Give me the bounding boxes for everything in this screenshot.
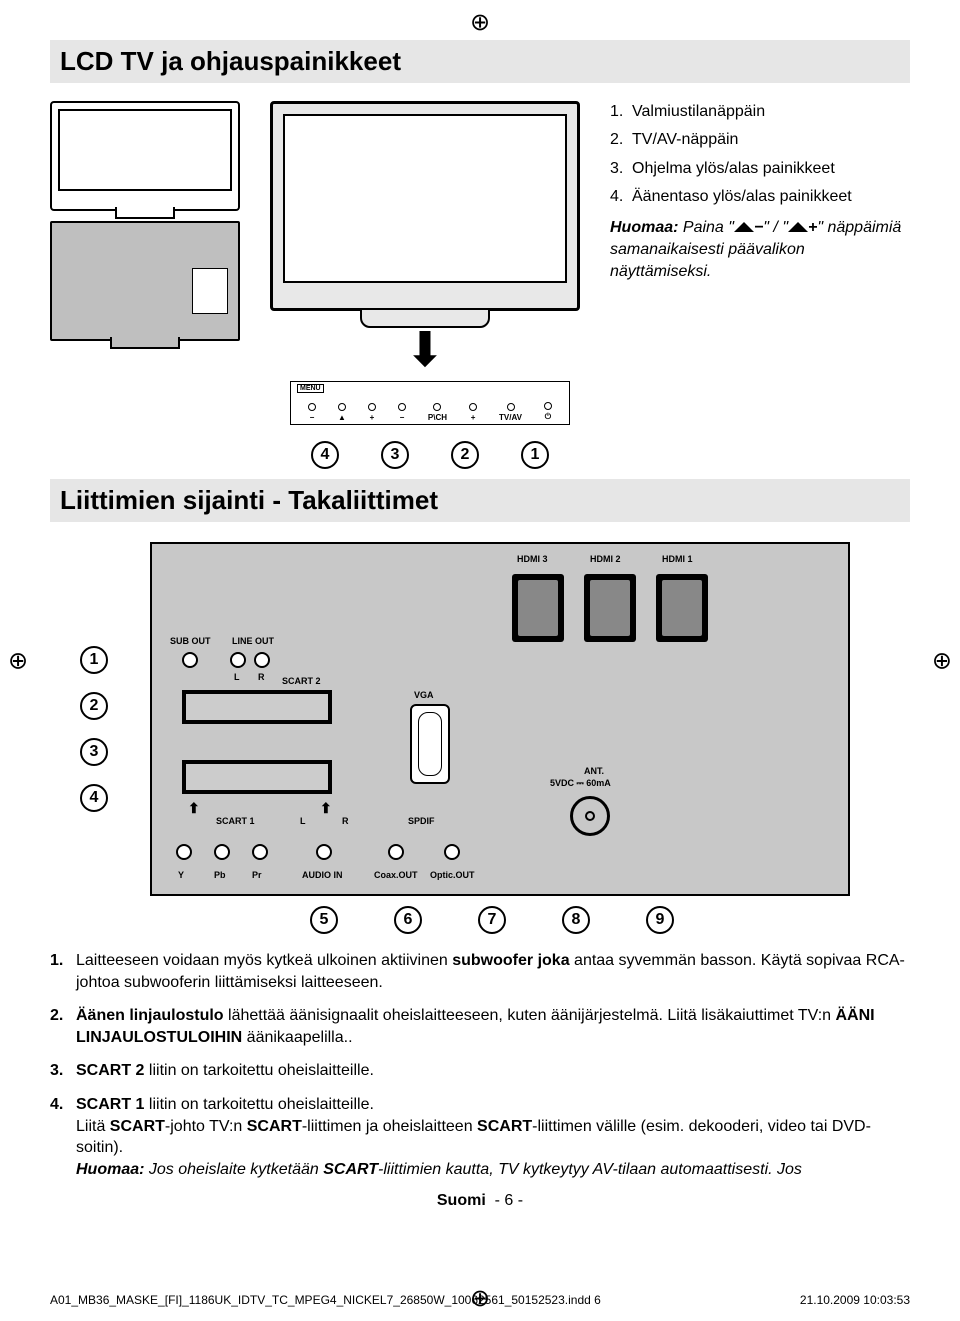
port-label: HDMI 3: [517, 554, 548, 564]
callout-number: 7: [478, 906, 506, 934]
port-label: Coax.OUT: [374, 870, 418, 880]
btn-label: ⏻: [545, 412, 551, 422]
port-label: SUB OUT: [170, 636, 211, 646]
callout-number: 4: [80, 784, 108, 812]
list-item: 2.TV/AV-näppäin: [610, 129, 910, 151]
callout-number: 8: [562, 906, 590, 934]
page-footer: Suomi - 6 -: [50, 1192, 910, 1210]
tv-front-small-figure: [50, 101, 240, 211]
rca-port-icon: [388, 844, 404, 860]
antenna-port-icon: [570, 796, 610, 836]
port-label: L: [300, 816, 306, 826]
port-label: L: [234, 672, 240, 682]
print-file: A01_MB36_MASKE_[FI]_1186UK_IDTV_TC_MPEG4…: [50, 1293, 601, 1307]
list-item: 4.Äänentaso ylös/alas painikkeet: [610, 186, 910, 208]
rca-port-icon: [230, 652, 246, 668]
list-item: 1.Laitteeseen voidaan myös kytkeä ulkoin…: [50, 950, 910, 993]
btn-label: +: [370, 413, 375, 422]
port-label: SPDIF: [408, 816, 435, 826]
callout-number: 3: [80, 738, 108, 766]
registration-mark-icon: ⊕: [8, 646, 28, 675]
menu-label: MENU: [297, 384, 324, 393]
section-heading-1: LCD TV ja ohjauspainikkeet: [50, 40, 910, 83]
btn-label: −: [400, 413, 405, 422]
list-item: 2.Äänen linjaulostulo lähettää äänisigna…: [50, 1005, 910, 1048]
port-label: Pr: [252, 870, 262, 880]
scart-port-icon: [182, 690, 332, 724]
callout-number: 5: [310, 906, 338, 934]
callout-number: 2: [451, 441, 479, 469]
callout-number: 4: [311, 441, 339, 469]
hdmi-port-icon: [512, 574, 564, 642]
port-label: ANT.: [584, 766, 604, 776]
rca-port-icon: [444, 844, 460, 860]
note-text: Huomaa: Paina "−" / "+" näppäimiä samana…: [610, 217, 910, 284]
callout-number: 9: [646, 906, 674, 934]
callout-number: 1: [80, 646, 108, 674]
rca-port-icon: [176, 844, 192, 860]
front-button-list: 1.Valmiustilanäppäin 2.TV/AV-näppäin 3.O…: [610, 101, 910, 469]
btn-label: P\CH: [428, 413, 447, 422]
list-text: SCART 1 liitin on tarkoitettu oheislaitt…: [76, 1094, 910, 1180]
port-label: HDMI 2: [590, 554, 621, 564]
port-label: R: [342, 816, 349, 826]
port-label: R: [258, 672, 265, 682]
hdmi-port-icon: [656, 574, 708, 642]
callout-number: 1: [521, 441, 549, 469]
rca-port-icon: [316, 844, 332, 860]
scart-port-icon: [182, 760, 332, 794]
tv-front-large-figure: ⬇: [270, 101, 580, 311]
top-figure-area: ⬇ MENU − ▲ + − P\CH + TV/AV ⏻ 4 3 2 1 1.…: [50, 101, 910, 469]
port-label: Optic.OUT: [430, 870, 475, 880]
rca-port-icon: [182, 652, 198, 668]
callout-number: 3: [381, 441, 409, 469]
print-date: 21.10.2009 10:03:53: [800, 1293, 910, 1307]
button-strip-figure: MENU − ▲ + − P\CH + TV/AV ⏻: [290, 381, 570, 425]
rca-port-icon: [214, 844, 230, 860]
list-item: 4.SCART 1 liitin on tarkoitettu oheislai…: [50, 1094, 910, 1180]
list-item: 3.Ohjelma ylös/alas painikkeet: [610, 158, 910, 180]
list-text: Äänen linjaulostulo lähettää äänisignaal…: [76, 1005, 910, 1048]
btn-label: −: [310, 413, 315, 422]
connector-description-list: 1.Laitteeseen voidaan myös kytkeä ulkoin…: [50, 950, 910, 1180]
port-label: Y: [178, 870, 184, 880]
registration-mark-icon: ⊕: [470, 8, 490, 37]
port-label: LINE OUT: [232, 636, 274, 646]
port-label: HDMI 1: [662, 554, 693, 564]
list-item: 3.SCART 2 liitin on tarkoitettu oheislai…: [50, 1060, 910, 1082]
port-label: 5VDC ⎓ 60mA: [550, 778, 611, 789]
arrow-up-icon: ⬆: [320, 800, 332, 817]
rca-port-icon: [254, 652, 270, 668]
vga-port-icon: [410, 704, 450, 784]
arrow-down-icon: ⬇: [405, 322, 445, 378]
section-heading-2: Liittimien sijainti - Takaliittimet: [50, 479, 910, 522]
port-label: VGA: [414, 690, 434, 700]
front-button-callout-numbers: 4 3 2 1: [290, 441, 570, 469]
port-label: SCART 1: [216, 816, 255, 826]
tv-back-small-figure: [50, 221, 240, 341]
hdmi-port-icon: [584, 574, 636, 642]
port-label: SCART 2: [282, 676, 321, 686]
port-label: Pb: [214, 870, 226, 880]
print-footer: A01_MB36_MASKE_[FI]_1186UK_IDTV_TC_MPEG4…: [50, 1293, 910, 1307]
port-label: AUDIO IN: [302, 870, 343, 880]
back-panel-figure: 10 11 12 13 1 2 3 4 HDMI 3 HDMI 2 HDMI 1…: [50, 542, 910, 934]
btn-label: ▲: [338, 413, 346, 422]
arrow-up-icon: ⬆: [188, 800, 200, 817]
list-item: 1.Valmiustilanäppäin: [610, 101, 910, 123]
rca-port-icon: [252, 844, 268, 860]
list-text: SCART 2 liitin on tarkoitettu oheislaitt…: [76, 1060, 374, 1082]
btn-label: +: [471, 413, 476, 422]
list-text: Laitteeseen voidaan myös kytkeä ulkoinen…: [76, 950, 910, 993]
btn-label: TV/AV: [499, 413, 522, 422]
callout-number: 2: [80, 692, 108, 720]
callout-number: 6: [394, 906, 422, 934]
registration-mark-icon: ⊕: [932, 646, 952, 675]
